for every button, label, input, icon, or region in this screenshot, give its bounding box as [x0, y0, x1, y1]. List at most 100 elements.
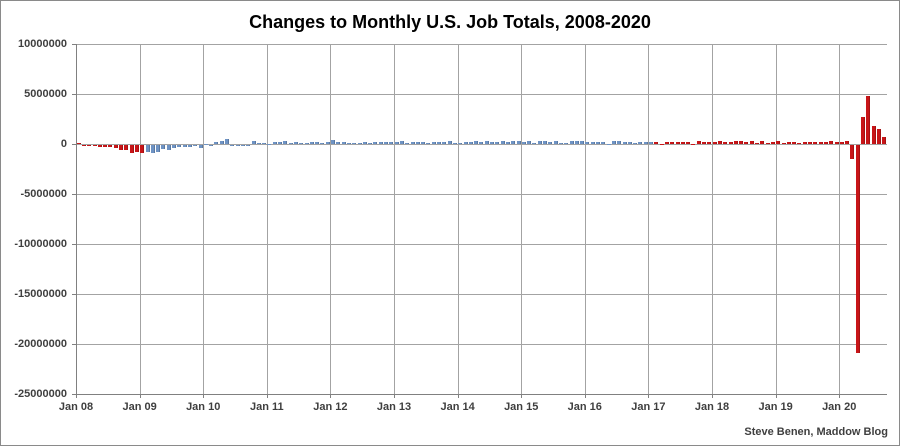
x-tick-mark [203, 394, 205, 398]
data-bar [209, 145, 214, 146]
x-tick-mark [712, 394, 713, 398]
data-bar [739, 141, 744, 144]
data-bar [760, 141, 765, 144]
x-gridline [394, 44, 395, 394]
data-bar [649, 141, 654, 144]
data-bar [304, 142, 309, 144]
data-bar [532, 143, 537, 144]
x-axis-label: Jan 17 [631, 401, 666, 413]
y-tick-mark [72, 294, 76, 295]
x-gridline [457, 44, 459, 394]
data-bar [733, 141, 738, 144]
data-bar [235, 145, 240, 146]
y-axis-label: -25000000 [14, 387, 67, 400]
x-tick-mark [648, 394, 650, 398]
x-tick-mark [330, 394, 332, 398]
y-gridline [76, 44, 887, 45]
y-tick-mark [72, 194, 76, 195]
data-bar [172, 145, 177, 149]
x-tick-mark [839, 394, 841, 398]
data-bar [696, 141, 701, 144]
data-bar [686, 141, 691, 144]
data-bar [659, 143, 664, 144]
x-axis-label: Jan 13 [376, 401, 412, 413]
data-bar [225, 138, 230, 144]
y-axis-label: -5000000 [20, 187, 68, 200]
data-bar [214, 142, 219, 144]
data-bar [442, 141, 447, 144]
data-bar [119, 145, 124, 150]
x-gridline [712, 44, 713, 394]
data-bar [262, 143, 267, 144]
data-bar [182, 145, 187, 148]
x-axis-label: Jan 11 [249, 401, 284, 413]
x-axis-label: Jan 16 [567, 401, 602, 413]
data-bar [81, 145, 86, 146]
data-bar [580, 141, 585, 144]
data-bar [606, 143, 611, 144]
data-bar [702, 141, 707, 144]
x-axis-line [76, 394, 887, 395]
data-bar [415, 142, 420, 144]
data-bar [680, 142, 685, 144]
data-bar [808, 142, 813, 144]
data-bar [97, 145, 102, 148]
data-bar [431, 141, 436, 144]
data-bar [161, 145, 166, 149]
data-bar [187, 145, 192, 147]
data-bar [670, 142, 675, 144]
y-tick-mark [72, 94, 76, 95]
data-bar [866, 96, 871, 144]
data-bar [283, 140, 288, 144]
y-tick-mark [72, 394, 76, 395]
data-bar [156, 145, 161, 152]
data-bar [219, 141, 224, 144]
y-gridline [76, 94, 887, 95]
x-tick-mark [775, 394, 777, 398]
data-bar [627, 141, 632, 144]
data-bar [177, 145, 182, 148]
x-axis-label: Jan 12 [313, 401, 348, 413]
x-axis-label: Jan 19 [758, 401, 793, 413]
data-bar [389, 141, 394, 144]
y-axis-label: 0 [60, 137, 67, 150]
data-bar [278, 141, 283, 144]
data-bar [574, 141, 579, 144]
data-bar [500, 141, 505, 144]
x-tick-mark [584, 394, 586, 398]
data-bar [495, 141, 500, 144]
x-tick-mark [457, 394, 459, 398]
data-bar [749, 141, 754, 144]
y-tick-mark [72, 244, 76, 245]
data-bar [765, 142, 770, 144]
data-bar [781, 143, 786, 144]
data-bar [124, 145, 129, 150]
data-bar [437, 142, 442, 144]
x-axis-label: Jan 10 [186, 401, 221, 413]
data-bar [521, 141, 526, 144]
data-bar [468, 141, 473, 144]
data-bar [553, 141, 558, 144]
data-bar [479, 141, 484, 144]
data-bar [103, 145, 108, 147]
y-gridline [76, 344, 887, 345]
data-bar [463, 141, 468, 144]
x-axis-label: Jan 08 [58, 401, 94, 413]
data-bar [256, 142, 261, 144]
data-bar [426, 142, 431, 144]
data-bar [346, 143, 351, 144]
y-gridline [76, 194, 887, 195]
data-bar [548, 141, 553, 144]
data-bar [829, 141, 834, 144]
data-bar [871, 126, 876, 144]
data-bar [405, 142, 410, 144]
data-bar [564, 143, 569, 144]
data-bar [818, 141, 823, 144]
data-bar [744, 142, 749, 144]
data-bar [797, 143, 802, 144]
data-bar [336, 141, 341, 144]
data-bar [638, 142, 643, 144]
data-bar [755, 142, 760, 144]
data-bar [299, 143, 304, 144]
data-bar [717, 140, 722, 144]
